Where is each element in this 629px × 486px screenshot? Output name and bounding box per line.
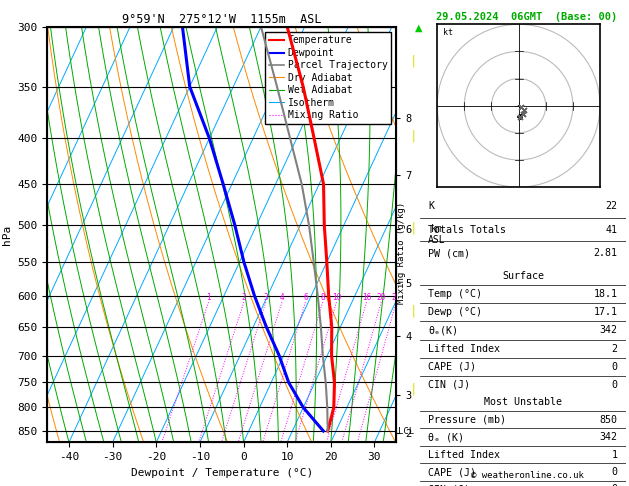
Text: 4: 4 xyxy=(279,293,284,302)
X-axis label: Dewpoint / Temperature (°C): Dewpoint / Temperature (°C) xyxy=(131,468,313,478)
Text: 0: 0 xyxy=(611,362,618,372)
Text: 6: 6 xyxy=(303,293,308,302)
Text: 18.1: 18.1 xyxy=(594,289,618,299)
Y-axis label: km
ASL: km ASL xyxy=(428,224,445,245)
Text: 29.05.2024  06GMT  (Base: 00): 29.05.2024 06GMT (Base: 00) xyxy=(437,12,618,22)
Text: 0: 0 xyxy=(611,485,618,486)
Text: 2: 2 xyxy=(611,344,618,353)
Text: 0: 0 xyxy=(611,380,618,390)
Text: |: | xyxy=(410,382,418,395)
Text: 25: 25 xyxy=(391,293,401,302)
Text: CIN (J): CIN (J) xyxy=(428,485,470,486)
Text: Lifted Index: Lifted Index xyxy=(428,344,501,353)
Text: Most Unstable: Most Unstable xyxy=(484,398,562,407)
Text: kt: kt xyxy=(443,28,453,37)
Text: ▲: ▲ xyxy=(415,23,423,33)
Y-axis label: hPa: hPa xyxy=(2,225,12,244)
Text: |: | xyxy=(410,305,418,317)
Text: 16: 16 xyxy=(362,293,371,302)
Text: 3: 3 xyxy=(264,293,268,302)
Text: |: | xyxy=(410,222,418,235)
Text: 0: 0 xyxy=(611,467,618,477)
Text: |: | xyxy=(410,54,418,67)
Text: LCL: LCL xyxy=(398,427,414,435)
Text: Surface: Surface xyxy=(502,271,544,281)
Text: © weatheronline.co.uk: © weatheronline.co.uk xyxy=(470,471,584,480)
Text: 10: 10 xyxy=(332,293,341,302)
Text: CAPE (J): CAPE (J) xyxy=(428,362,476,372)
Text: 20: 20 xyxy=(377,293,386,302)
Legend: Temperature, Dewpoint, Parcel Trajectory, Dry Adiabat, Wet Adiabat, Isotherm, Mi: Temperature, Dewpoint, Parcel Trajectory… xyxy=(265,32,391,124)
Text: K: K xyxy=(428,201,435,211)
Text: 22: 22 xyxy=(606,201,618,211)
Text: 17.1: 17.1 xyxy=(594,308,618,317)
Text: CAPE (J): CAPE (J) xyxy=(428,467,476,477)
Text: 2.81: 2.81 xyxy=(594,248,618,258)
Text: 41: 41 xyxy=(606,225,618,235)
Text: |: | xyxy=(410,130,418,142)
Text: Dewp (°C): Dewp (°C) xyxy=(428,308,482,317)
Text: Totals Totals: Totals Totals xyxy=(428,225,506,235)
Text: 342: 342 xyxy=(599,326,618,335)
Text: Temp (°C): Temp (°C) xyxy=(428,289,482,299)
Text: 1: 1 xyxy=(611,450,618,460)
Text: θₑ (K): θₑ (K) xyxy=(428,432,464,442)
Title: 9°59'N  275°12'W  1155m  ASL: 9°59'N 275°12'W 1155m ASL xyxy=(122,13,321,26)
Text: PW (cm): PW (cm) xyxy=(428,248,470,258)
Text: Lifted Index: Lifted Index xyxy=(428,450,501,460)
Text: 8: 8 xyxy=(320,293,325,302)
Text: 342: 342 xyxy=(599,432,618,442)
Text: 1: 1 xyxy=(206,293,211,302)
Text: Mixing Ratio (g/kg): Mixing Ratio (g/kg) xyxy=(397,202,406,304)
Text: 2: 2 xyxy=(242,293,246,302)
Text: Pressure (mb): Pressure (mb) xyxy=(428,415,506,425)
Text: CIN (J): CIN (J) xyxy=(428,380,470,390)
Text: θₑ(K): θₑ(K) xyxy=(428,326,459,335)
Text: 850: 850 xyxy=(599,415,618,425)
